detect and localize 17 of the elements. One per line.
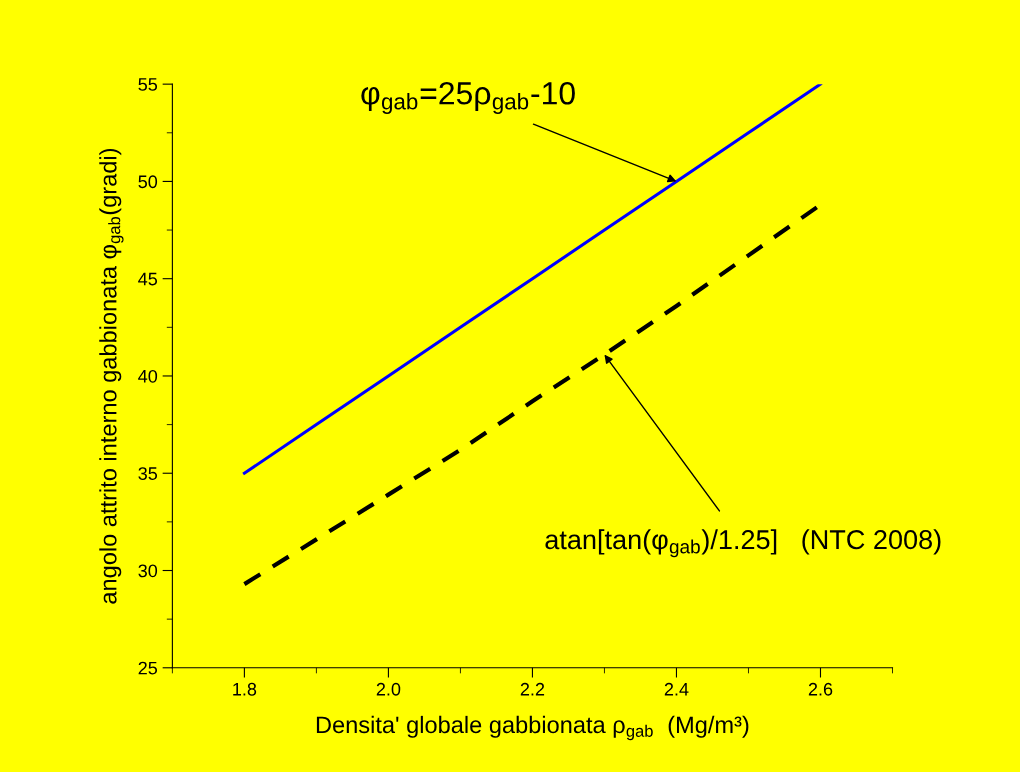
y-tick-label: 55 [138, 78, 158, 91]
x-tick-label: 2.4 [664, 682, 689, 696]
y-tick-label: 50 [138, 175, 158, 189]
x-axis-title: Densita' globale gabbionata ρ$_{gab}$ (Mg/m³) [316, 715, 749, 741]
annotation: φ$_{gab}$=25ρ$_{gab}$-10 [361, 81, 575, 114]
x-tick-label: 2.6 [808, 682, 833, 696]
y-tick-label: 45 [138, 272, 158, 286]
line-series [242, 84, 823, 475]
y-tick-label: 30 [138, 564, 158, 578]
annotation: atan[tan(φ$_{gab}$)/1.25] (NTC 2008) [545, 529, 941, 558]
y-tick-label: 25 [138, 661, 158, 675]
y-tick-label: 40 [138, 369, 158, 383]
x-tick-label: 2.0 [376, 682, 401, 696]
y-axis-title: angolo attrito interno gabbionata φ$_{gab}$(gradi) [99, 148, 124, 604]
x-tick-label: 2.2 [520, 682, 545, 696]
y-tick-label: 35 [138, 467, 158, 480]
x-tick-label: 1.8 [233, 682, 257, 696]
